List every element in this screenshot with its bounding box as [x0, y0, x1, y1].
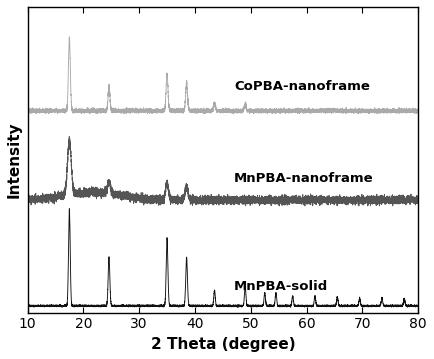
Y-axis label: Intensity: Intensity: [7, 121, 22, 198]
X-axis label: 2 Theta (degree): 2 Theta (degree): [151, 337, 295, 352]
Text: MnPBA-nanoframe: MnPBA-nanoframe: [234, 172, 374, 185]
Text: MnPBA-solid: MnPBA-solid: [234, 280, 328, 293]
Text: CoPBA-nanoframe: CoPBA-nanoframe: [234, 80, 370, 93]
